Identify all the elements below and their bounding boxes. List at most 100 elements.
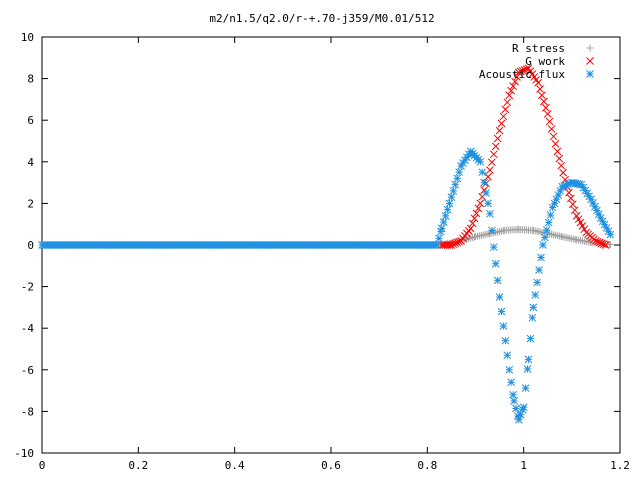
legend-label: Acoustic flux (479, 68, 565, 81)
data-point (488, 158, 496, 167)
data-point (570, 206, 579, 214)
y-tick-label: 8 (27, 73, 34, 86)
data-point (439, 241, 448, 249)
data-point (449, 240, 458, 249)
x-tick-label: 1 (520, 459, 527, 472)
data-point (557, 161, 566, 170)
data-point (497, 307, 506, 316)
y-tick-label: -2 (21, 281, 34, 294)
data-point (555, 154, 564, 163)
data-point (516, 410, 525, 419)
data-point (511, 77, 519, 86)
data-point (435, 234, 443, 243)
legend-marker (586, 70, 594, 78)
data-point (529, 303, 538, 312)
data-point (545, 117, 554, 126)
data-point (541, 103, 550, 112)
data-point (451, 239, 460, 248)
data-point (478, 168, 487, 177)
axes: 0 0.2 0.4 0.6 0.8 1 1.2 10 8 6 4 2 0 -2 -4 -6 -8 -10 (14, 31, 630, 472)
data-point (499, 112, 508, 121)
data-point (476, 157, 485, 166)
data-point (445, 199, 454, 208)
data-point (546, 211, 555, 219)
data-point (461, 156, 469, 164)
data-point (565, 188, 573, 197)
x-tick-label: 0.2 (128, 459, 148, 472)
x-tick-label: 0.4 (225, 459, 245, 472)
chart-marks (38, 64, 615, 424)
data-point (489, 243, 498, 251)
y-tick-label: -4 (21, 322, 35, 335)
data-point (467, 234, 475, 242)
data-point (441, 212, 450, 220)
data-point (568, 200, 577, 209)
data-point (526, 334, 535, 343)
data-point (488, 226, 496, 235)
data-point (433, 241, 441, 249)
series-g-work (437, 64, 610, 249)
data-point (541, 233, 549, 242)
data-point (507, 378, 515, 387)
data-point (521, 384, 530, 392)
data-point (547, 125, 556, 133)
data-point (501, 105, 510, 114)
data-point (528, 313, 537, 322)
data-point (516, 67, 525, 76)
x-tick-label: 1.2 (610, 459, 630, 472)
data-point (472, 209, 481, 218)
data-point (540, 97, 548, 106)
data-point (597, 239, 606, 248)
y-tick-label: 10 (21, 31, 34, 44)
data-point (606, 230, 615, 239)
data-point (522, 65, 531, 73)
data-point (533, 278, 542, 287)
x-tick-label: 0.8 (417, 459, 437, 472)
data-point (443, 205, 452, 214)
data-point (505, 365, 514, 374)
y-tick-label: -10 (14, 447, 34, 460)
data-point (551, 140, 560, 148)
data-point (535, 266, 543, 274)
data-point (539, 241, 547, 249)
data-point (507, 86, 515, 95)
data-point (486, 166, 494, 174)
data-point (510, 397, 518, 405)
data-point (453, 174, 462, 183)
data-point (497, 119, 506, 128)
data-point (544, 218, 553, 227)
data-point (437, 224, 446, 233)
data-point (470, 214, 479, 223)
data-point (486, 209, 494, 218)
y-tick-label: -8 (21, 405, 34, 418)
data-point (542, 226, 551, 234)
chart-title: m2/n1.5/q2.0/r-+.70-j359/M0.01/512 (209, 12, 434, 25)
data-point (531, 291, 540, 299)
data-point (489, 150, 498, 159)
data-point (491, 142, 500, 151)
data-point (453, 238, 462, 247)
data-point (559, 168, 568, 177)
data-point (512, 404, 520, 413)
data-point (468, 219, 477, 228)
data-point (549, 132, 558, 141)
data-point (601, 241, 610, 249)
data-point (505, 91, 514, 100)
y-tick-label: 0 (27, 239, 34, 252)
data-point (474, 204, 483, 213)
data-point (455, 168, 463, 177)
data-point (509, 390, 517, 399)
legend-label: R stress (512, 42, 565, 55)
data-point (499, 322, 508, 330)
data-point (441, 241, 450, 249)
data-point (553, 147, 562, 156)
legend-label: G work (525, 55, 565, 68)
data-point (495, 293, 504, 301)
data-point (439, 218, 448, 226)
data-point (513, 73, 521, 81)
data-point (503, 351, 512, 360)
x-tick-label: 0 (39, 459, 46, 472)
data-point (484, 199, 492, 208)
